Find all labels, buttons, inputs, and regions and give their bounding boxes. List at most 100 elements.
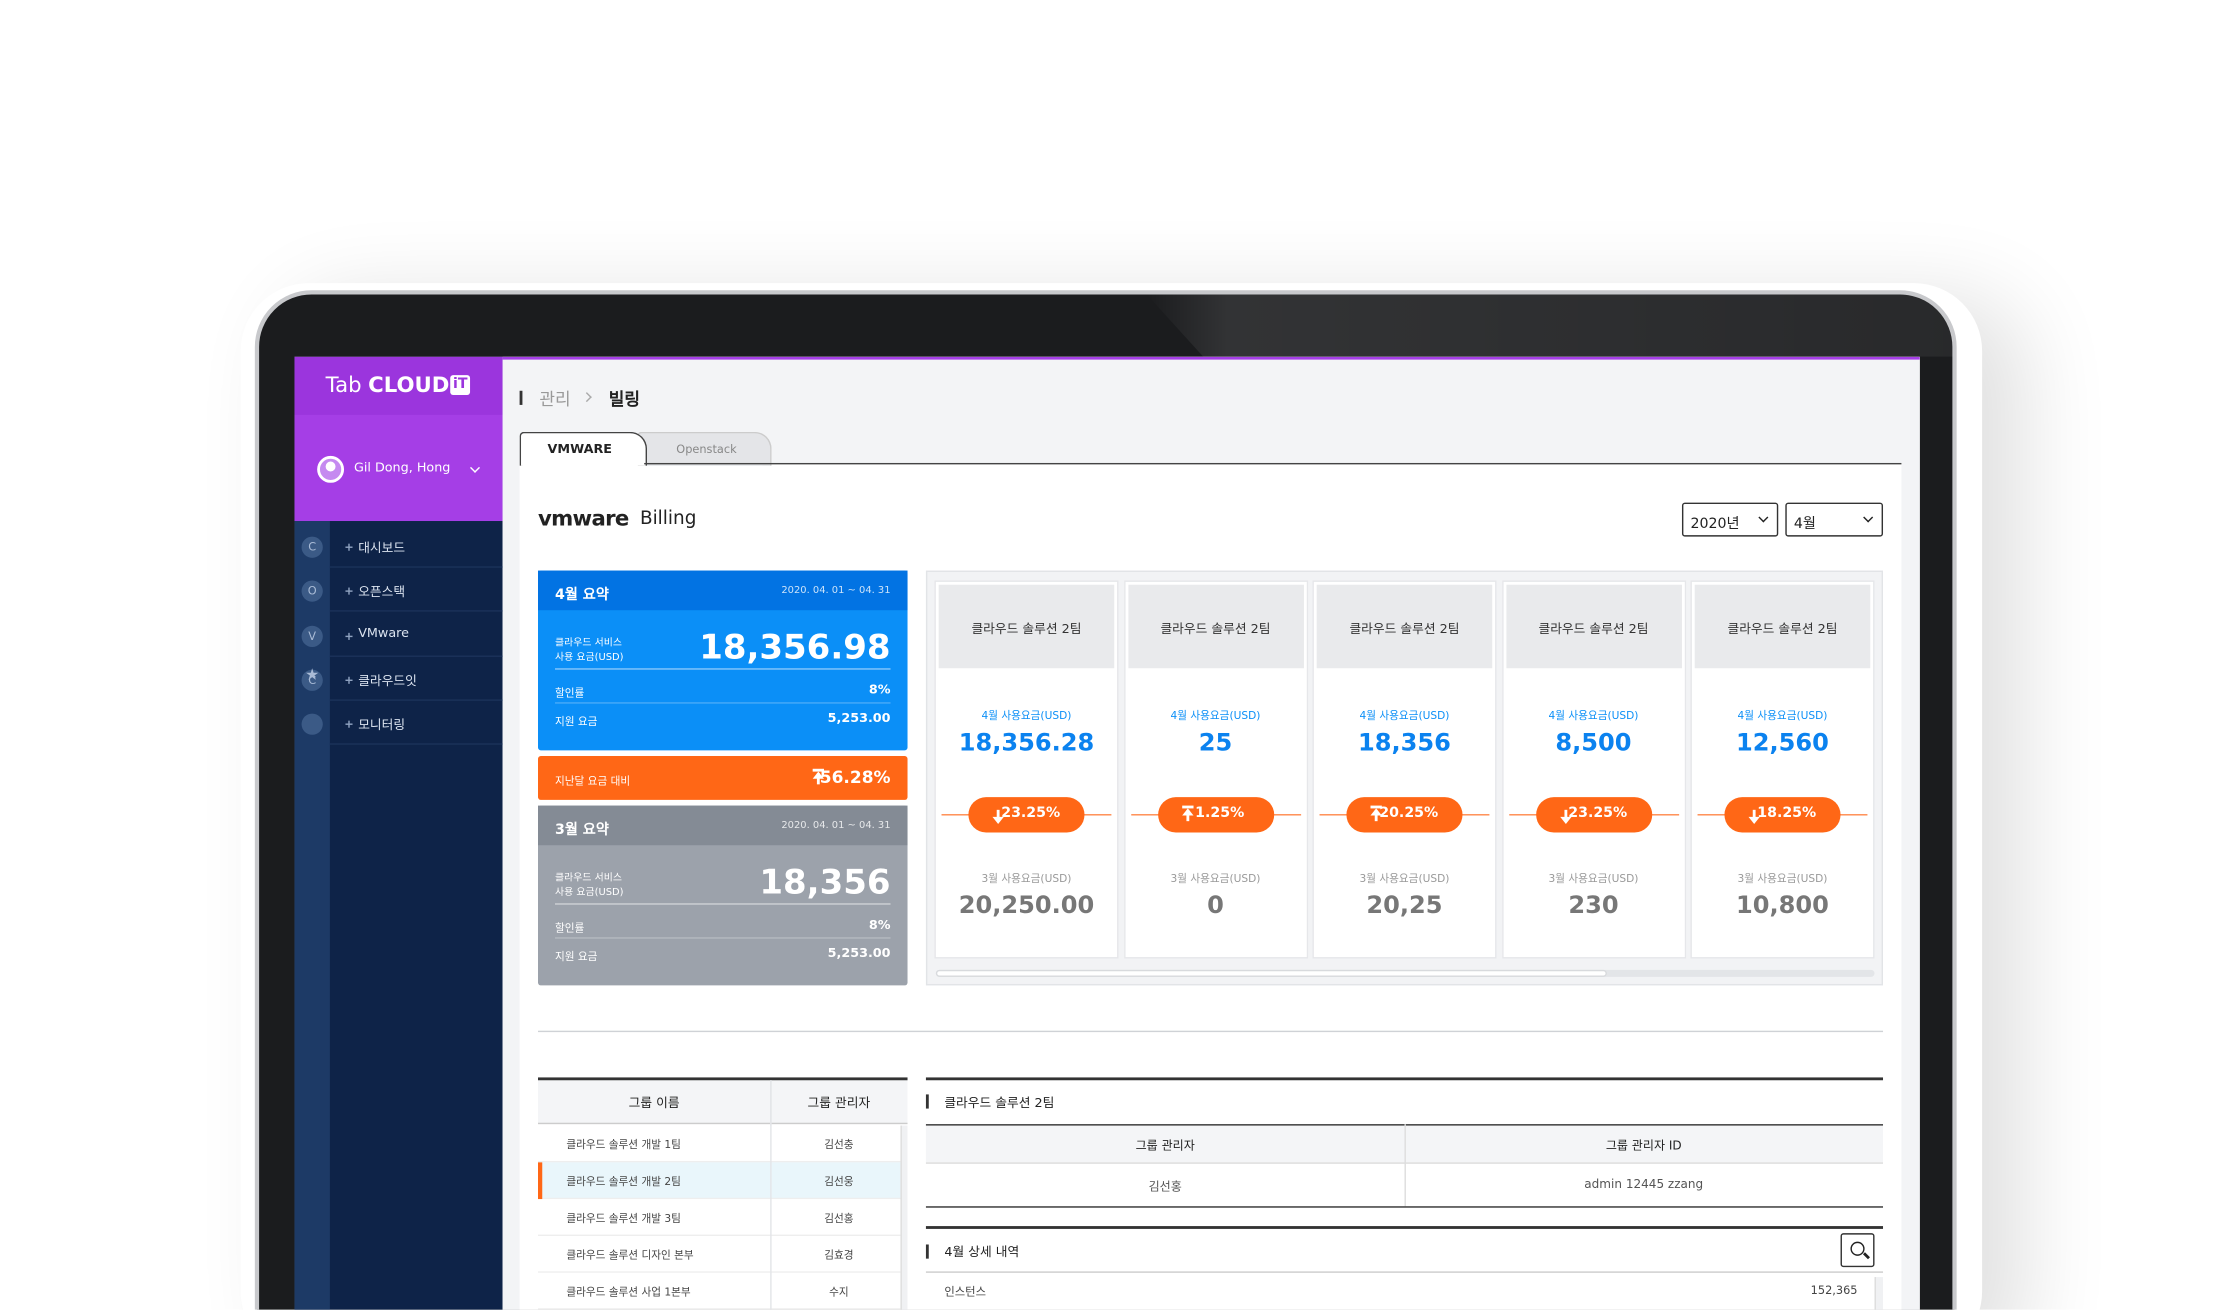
summary-divider xyxy=(554,702,891,704)
menu-icon xyxy=(301,669,323,691)
tab-label: VMWARE xyxy=(547,443,612,458)
summary-label: 사용 요금(USD) xyxy=(554,886,624,898)
team-name: 클라우드 솔루션 2팀 xyxy=(1727,622,1838,638)
menu-icon-letter: O xyxy=(307,585,317,598)
detail-header: 그룹 관리자 xyxy=(1135,1139,1195,1154)
screen: Tab CLOUD iT Gil Dong, Hong C 대시보드 O 오픈스택 V VMwar… xyxy=(294,356,1920,1310)
summary-head xyxy=(538,570,908,611)
summary-title: 3월 요약 xyxy=(554,822,609,839)
team-change-arrow-bar xyxy=(1370,805,1382,808)
group-manager: 수지 xyxy=(829,1285,849,1299)
team-change-pill xyxy=(1157,797,1274,833)
group-manager: 김선웅 xyxy=(824,1175,854,1188)
tab-inactive xyxy=(637,431,772,466)
star xyxy=(306,668,319,680)
team-current-label: 4월 사용요금(USD) xyxy=(1548,709,1639,723)
avatar xyxy=(317,455,345,483)
groups-header: 그룹 관리자 xyxy=(807,1097,871,1112)
group-name: 클라우드 솔루션 개발 1팀 xyxy=(566,1138,681,1152)
scroll-thumb xyxy=(935,969,1607,977)
detail-title: 클라우드 솔루션 2팀 xyxy=(944,1097,1055,1112)
groups-head xyxy=(538,1077,908,1125)
summary-head xyxy=(538,805,908,846)
team-card-head xyxy=(1127,584,1304,669)
summary-label: 클라우드 서비스 xyxy=(554,637,622,649)
team-previous-label: 3월 사용요금(USD) xyxy=(1359,872,1450,885)
vmware-logo: vmware xyxy=(538,505,629,531)
group-row xyxy=(538,1125,901,1163)
team-change-arrow-head xyxy=(1181,808,1193,816)
menu-icon-letter: C xyxy=(308,673,317,687)
summary-amount: 18,356.98 xyxy=(699,627,891,667)
menu-divider xyxy=(329,566,503,568)
change-value: 56.28% xyxy=(819,767,891,788)
detail-top xyxy=(925,1077,1884,1081)
summary-row-label: 지원 요금 xyxy=(554,950,598,963)
team-change: 23.25% xyxy=(1001,805,1061,822)
tab-line xyxy=(644,462,1902,465)
select xyxy=(1785,502,1884,537)
team-change-pill xyxy=(968,797,1085,833)
tab-active xyxy=(519,431,648,466)
menu-item: 대시보드 xyxy=(358,542,406,557)
crumb-current: 빌링 xyxy=(608,389,641,410)
summary-label: 사용 요금(USD) xyxy=(554,651,624,663)
team-previous-label: 3월 사용요금(USD) xyxy=(1737,872,1828,885)
menu-divider xyxy=(329,743,503,745)
monthly-top xyxy=(925,1226,1884,1229)
team-current-label: 4월 사용요금(USD) xyxy=(1737,709,1828,723)
menu-icon-letter: C xyxy=(308,540,317,554)
tab-label: Openstack xyxy=(676,443,737,456)
team-previous: 20,250.00 xyxy=(958,891,1095,921)
team-change-pill xyxy=(1535,797,1652,833)
group-row-marker xyxy=(538,1162,543,1200)
groups-header: 그룹 이름 xyxy=(628,1097,680,1112)
select xyxy=(1681,502,1779,537)
team-name: 클라우드 솔루션 2팀 xyxy=(971,622,1082,638)
bezel-glare xyxy=(1146,294,1954,357)
team-previous-label: 3월 사용요금(USD) xyxy=(981,872,1072,885)
team-previous: 0 xyxy=(1207,891,1224,921)
user-name: Gil Dong, Hong xyxy=(353,461,451,476)
group-name: 클라우드 솔루션 개발 2팀 xyxy=(566,1175,681,1188)
team-change-arrow-head xyxy=(992,816,1004,824)
icon-rail xyxy=(294,521,330,1310)
change-bar xyxy=(538,756,908,800)
summary-divider xyxy=(554,903,891,905)
search-lens xyxy=(1850,1241,1865,1256)
team-change: 18.25% xyxy=(1757,805,1817,822)
group-row xyxy=(538,1162,901,1200)
team-current: 8,500 xyxy=(1555,729,1632,758)
team-previous: 230 xyxy=(1568,891,1619,921)
logo-light: Tab xyxy=(325,372,362,398)
team-change-pill xyxy=(1724,797,1841,833)
summary-row-value: 8% xyxy=(868,918,891,934)
search-button[interactable] xyxy=(1840,1233,1875,1268)
team-change-arrow-head xyxy=(1748,816,1760,824)
menu-icon xyxy=(301,625,323,647)
monthly-head-line xyxy=(925,1271,1884,1273)
menu-icon xyxy=(301,536,323,558)
team-current-label: 4월 사용요금(USD) xyxy=(1359,709,1450,723)
group-manager: 김선충 xyxy=(824,1138,854,1152)
crumb-bar xyxy=(519,390,523,405)
team-current: 18,356 xyxy=(1358,729,1451,758)
team-current-label: 4월 사용요금(USD) xyxy=(1170,709,1261,723)
team-name: 클라우드 솔루션 2팀 xyxy=(1538,622,1649,638)
team-change-pill xyxy=(1346,797,1463,833)
team-change: 23.25% xyxy=(1568,805,1628,822)
team-change-arrow xyxy=(1563,809,1567,822)
change-arrow-head xyxy=(812,771,824,779)
team-current-label: 4월 사용요금(USD) xyxy=(981,709,1072,723)
menu-item: 모니터링 xyxy=(358,719,406,734)
detail-head xyxy=(925,1124,1884,1164)
team-previous: 10,800 xyxy=(1736,891,1829,921)
team-change-arrow xyxy=(996,809,1000,822)
group-row xyxy=(538,1199,901,1236)
section-divider xyxy=(538,1030,1884,1033)
monthly-title: 4월 상세 내역 xyxy=(944,1245,1020,1261)
group-name: 클라우드 솔루션 디자인 본부 xyxy=(566,1248,694,1262)
summary-period: 2020. 04. 01 ~ 04. 31 xyxy=(781,819,891,832)
team-change-arrow-head xyxy=(1559,816,1571,824)
team-current: 18,356.28 xyxy=(958,729,1095,758)
